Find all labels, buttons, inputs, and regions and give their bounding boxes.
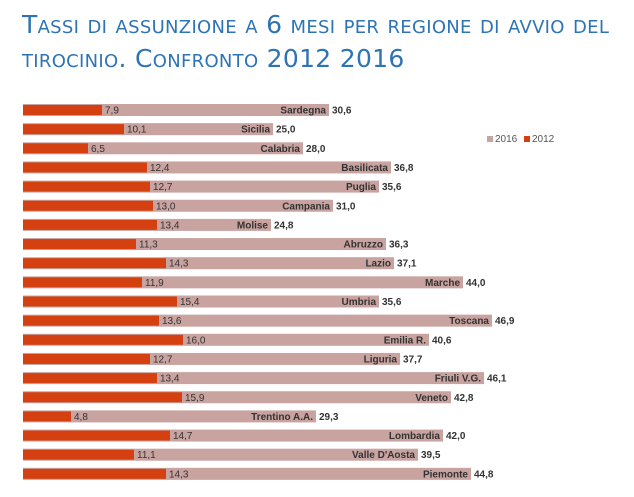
bar-2012 xyxy=(23,258,166,269)
category-label: Sardegna xyxy=(280,106,326,117)
data-label-2016: 28,0 xyxy=(306,144,326,155)
data-label-2012: 13,4 xyxy=(160,220,180,231)
data-label-2016: 36,8 xyxy=(394,163,414,174)
data-label-2012: 11,3 xyxy=(139,240,158,251)
legend-label-2016: 2016 xyxy=(495,134,518,145)
category-label: Emilia R. xyxy=(384,335,426,346)
data-label-2016: 35,6 xyxy=(382,297,402,308)
bar-2012 xyxy=(23,277,142,288)
legend-swatch-2012 xyxy=(524,136,530,142)
bar-2012 xyxy=(23,373,157,384)
data-label-2016: 39,5 xyxy=(421,450,441,461)
category-label: Puglia xyxy=(346,182,376,193)
data-label-2012: 4,8 xyxy=(74,412,88,423)
category-label: Molise xyxy=(237,220,269,231)
data-label-2012: 12,4 xyxy=(150,163,170,174)
bar-2012 xyxy=(23,181,150,192)
bar-2012 xyxy=(23,315,159,326)
data-label-2016: 46,9 xyxy=(495,316,515,327)
legend-label-2012: 2012 xyxy=(532,134,555,145)
category-label: Piemonte xyxy=(423,469,468,480)
category-label: Sicilia xyxy=(241,125,270,136)
bar-2012 xyxy=(23,353,150,364)
data-label-2016: 46,1 xyxy=(487,374,507,385)
data-label-2016: 37,1 xyxy=(397,259,417,270)
data-label-2016: 37,7 xyxy=(403,354,423,365)
bar-2012 xyxy=(23,219,157,230)
data-label-2016: 36,3 xyxy=(389,240,409,251)
bar-2012 xyxy=(23,430,170,441)
bar-2012 xyxy=(23,143,88,154)
data-label-2012: 12,7 xyxy=(153,354,173,365)
data-label-2012: 6,5 xyxy=(91,144,105,155)
bar-2012 xyxy=(23,468,166,479)
category-label: Lombardia xyxy=(389,431,441,442)
category-label: Abruzzo xyxy=(344,240,383,251)
category-label: Veneto xyxy=(415,393,448,404)
category-label: Marche xyxy=(425,278,460,289)
category-label: Valle D'Aosta xyxy=(352,450,415,461)
bar-2012 xyxy=(23,296,177,307)
category-label: Campania xyxy=(282,201,330,212)
bar-2012 xyxy=(23,392,182,403)
data-label-2012: 14,3 xyxy=(169,259,189,270)
data-label-2012: 14,7 xyxy=(173,431,193,442)
bar-2012 xyxy=(23,124,124,135)
data-label-2016: 42,8 xyxy=(454,393,474,404)
bar-2012 xyxy=(23,200,153,211)
bar-2016 xyxy=(23,123,273,136)
category-label: Calabria xyxy=(261,144,301,155)
category-label: Liguria xyxy=(364,354,398,365)
data-label-2016: 30,6 xyxy=(332,106,352,117)
data-label-2016: 29,3 xyxy=(319,412,339,423)
data-label-2016: 44,0 xyxy=(466,278,486,289)
data-label-2012: 13,4 xyxy=(160,374,180,385)
bar-2016 xyxy=(23,142,303,155)
data-label-2016: 31,0 xyxy=(336,201,356,212)
data-label-2016: 40,6 xyxy=(432,335,452,346)
bar-2012 xyxy=(23,449,134,460)
data-label-2012: 11,1 xyxy=(137,450,156,461)
data-label-2012: 15,9 xyxy=(185,393,205,404)
category-label: Lazio xyxy=(365,259,391,270)
category-label: Trentino A.A. xyxy=(251,412,313,423)
bar-2012 xyxy=(23,411,71,422)
category-label: Toscana xyxy=(449,316,489,327)
bar-2012 xyxy=(23,334,183,345)
data-label-2012: 14,3 xyxy=(169,469,189,480)
data-label-2016: 24,8 xyxy=(274,220,294,231)
data-label-2012: 10,1 xyxy=(127,125,147,136)
data-label-2016: 44,8 xyxy=(474,469,494,480)
chart-title: Tassi di assunzione a 6 mesi per regione… xyxy=(22,10,610,73)
data-label-2012: 11,9 xyxy=(145,278,164,289)
data-label-2012: 12,7 xyxy=(153,182,173,193)
legend-swatch-2016 xyxy=(487,136,493,142)
bar-2012 xyxy=(23,239,136,250)
data-label-2012: 7,9 xyxy=(105,106,119,117)
bar-2012 xyxy=(23,162,147,173)
category-label: Basilicata xyxy=(341,163,388,174)
data-label-2012: 16,0 xyxy=(186,335,206,346)
bar-2016 xyxy=(23,410,316,423)
bar-2012 xyxy=(23,105,102,115)
data-label-2016: 35,6 xyxy=(382,182,402,193)
data-label-2012: 13,0 xyxy=(156,201,176,212)
category-label: Friuli V.G. xyxy=(435,374,482,385)
data-label-2016: 25,0 xyxy=(276,125,296,136)
data-label-2012: 15,4 xyxy=(180,297,200,308)
data-label-2012: 13,6 xyxy=(162,316,182,327)
category-label: Umbria xyxy=(342,297,377,308)
data-label-2016: 42,0 xyxy=(446,431,466,442)
